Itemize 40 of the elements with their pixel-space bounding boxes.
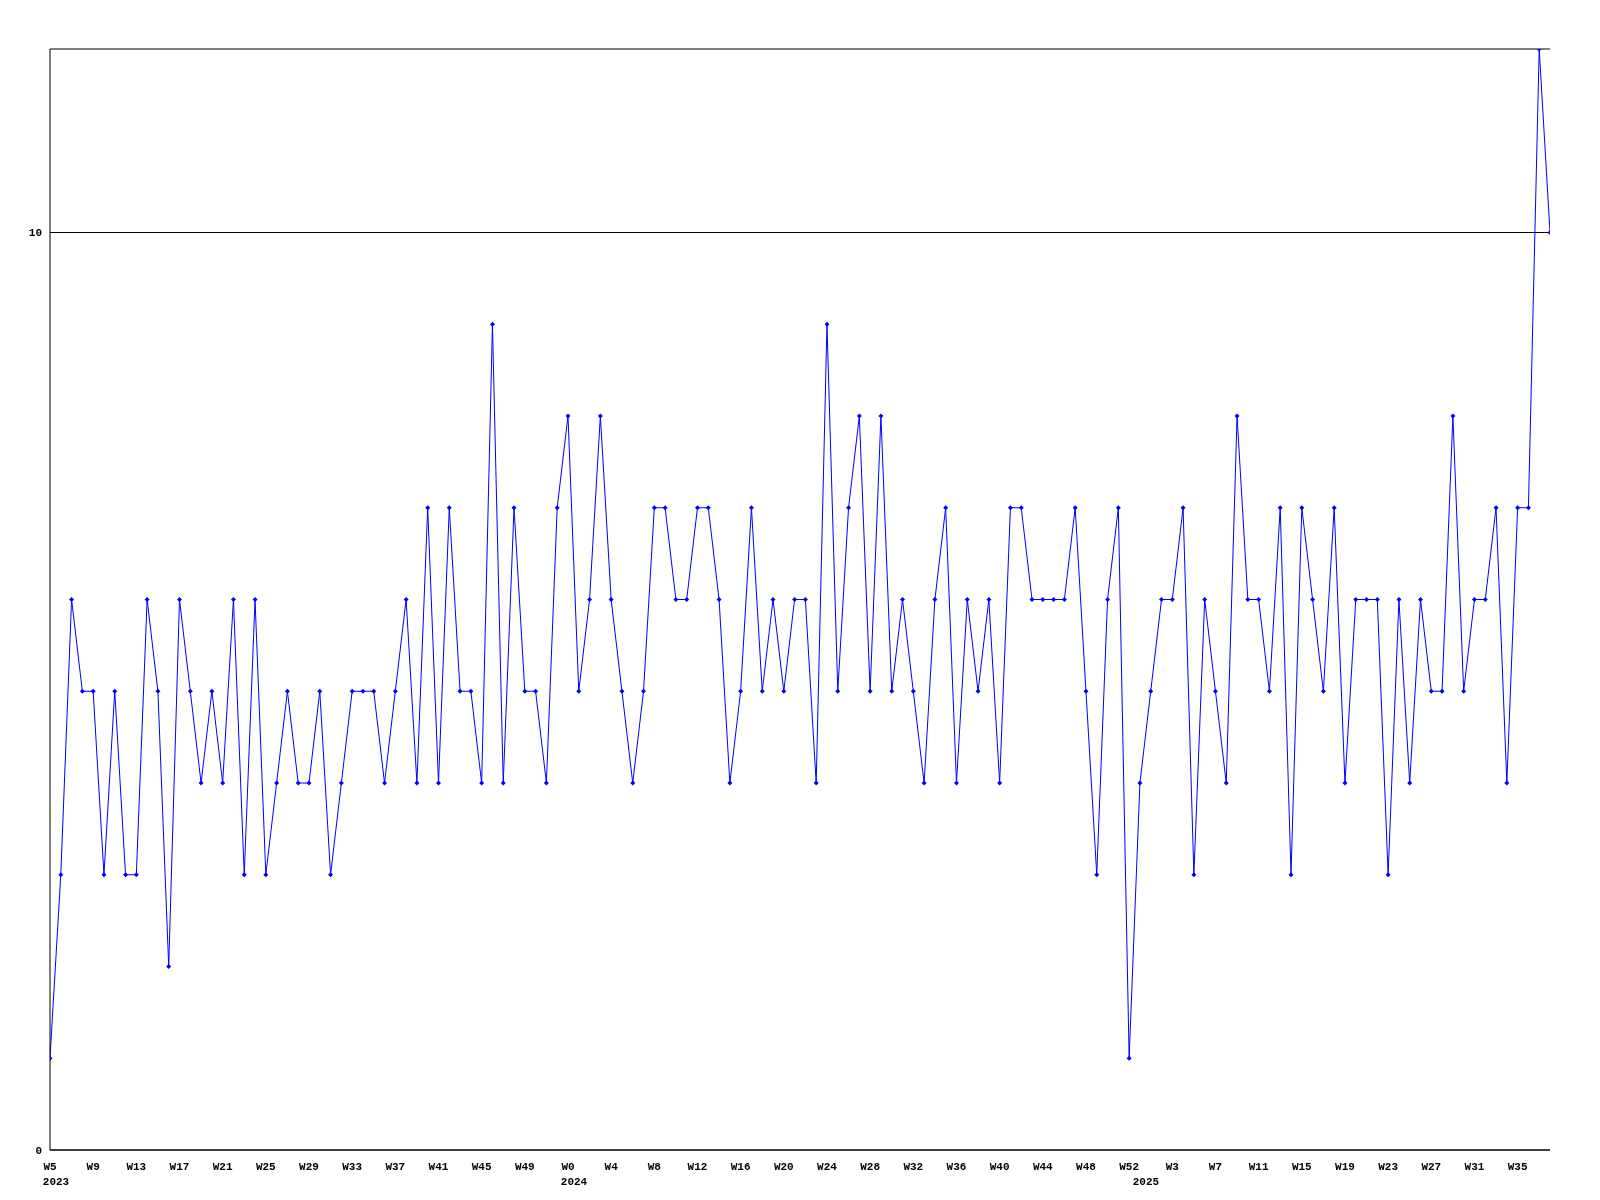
x-tick-label: W27 xyxy=(1421,1161,1442,1173)
x-tick-label: W49 xyxy=(514,1161,535,1173)
x-tick-label: W25 xyxy=(255,1161,277,1173)
text: 2024 xyxy=(560,1176,588,1188)
x-tick-label: W11 xyxy=(1248,1161,1269,1173)
x-tick-label: W23 xyxy=(1378,1161,1399,1173)
x-tick-label: W16 xyxy=(730,1161,751,1173)
x-tick-label: W40 xyxy=(989,1161,1010,1173)
x-tick-label: W17 xyxy=(169,1161,190,1173)
x-tick-label: W21 xyxy=(212,1161,233,1173)
x-tick-label: W0 xyxy=(561,1161,575,1173)
text: 2025 xyxy=(1132,1176,1160,1188)
x-tick-label: W15 xyxy=(1291,1161,1313,1173)
text: 2023 xyxy=(42,1176,70,1188)
x-tick-label: W20 xyxy=(773,1161,794,1173)
x-tick-label: W7 xyxy=(1208,1161,1223,1173)
x-tick-label: W4 xyxy=(604,1161,619,1173)
x-tick-label: W13 xyxy=(126,1161,147,1173)
x-tick-label: W5 xyxy=(43,1161,57,1173)
x-tick-label: W52 xyxy=(1119,1161,1140,1173)
x-tick-label: W29 xyxy=(299,1161,319,1173)
x-tick-label: W28 xyxy=(860,1161,881,1173)
x-tick-label: W19 xyxy=(1335,1161,1355,1173)
y-tick-label: 0 xyxy=(35,1144,42,1157)
x-tick-label: W35 xyxy=(1507,1161,1528,1173)
x-tick-label: W44 xyxy=(1032,1161,1054,1173)
x-tick-label: W41 xyxy=(428,1161,449,1173)
x-tick-label: W37 xyxy=(385,1161,406,1173)
x-tick-label: W8 xyxy=(647,1161,662,1173)
x-tick-label: W24 xyxy=(817,1161,838,1173)
x-tick-label: W12 xyxy=(687,1161,708,1173)
x-tick-label: W9 xyxy=(86,1161,100,1173)
x-tick-label: W48 xyxy=(1076,1161,1097,1173)
x-tick-label: W3 xyxy=(1165,1161,1180,1173)
x-tick-label: W36 xyxy=(946,1161,967,1173)
y-tick-label: 10 xyxy=(28,227,42,240)
x-tick-label: W32 xyxy=(903,1161,924,1173)
x-tick-label: W33 xyxy=(342,1161,363,1173)
x-tick-label: W45 xyxy=(471,1161,492,1173)
x-tick-label: W31 xyxy=(1464,1161,1485,1173)
